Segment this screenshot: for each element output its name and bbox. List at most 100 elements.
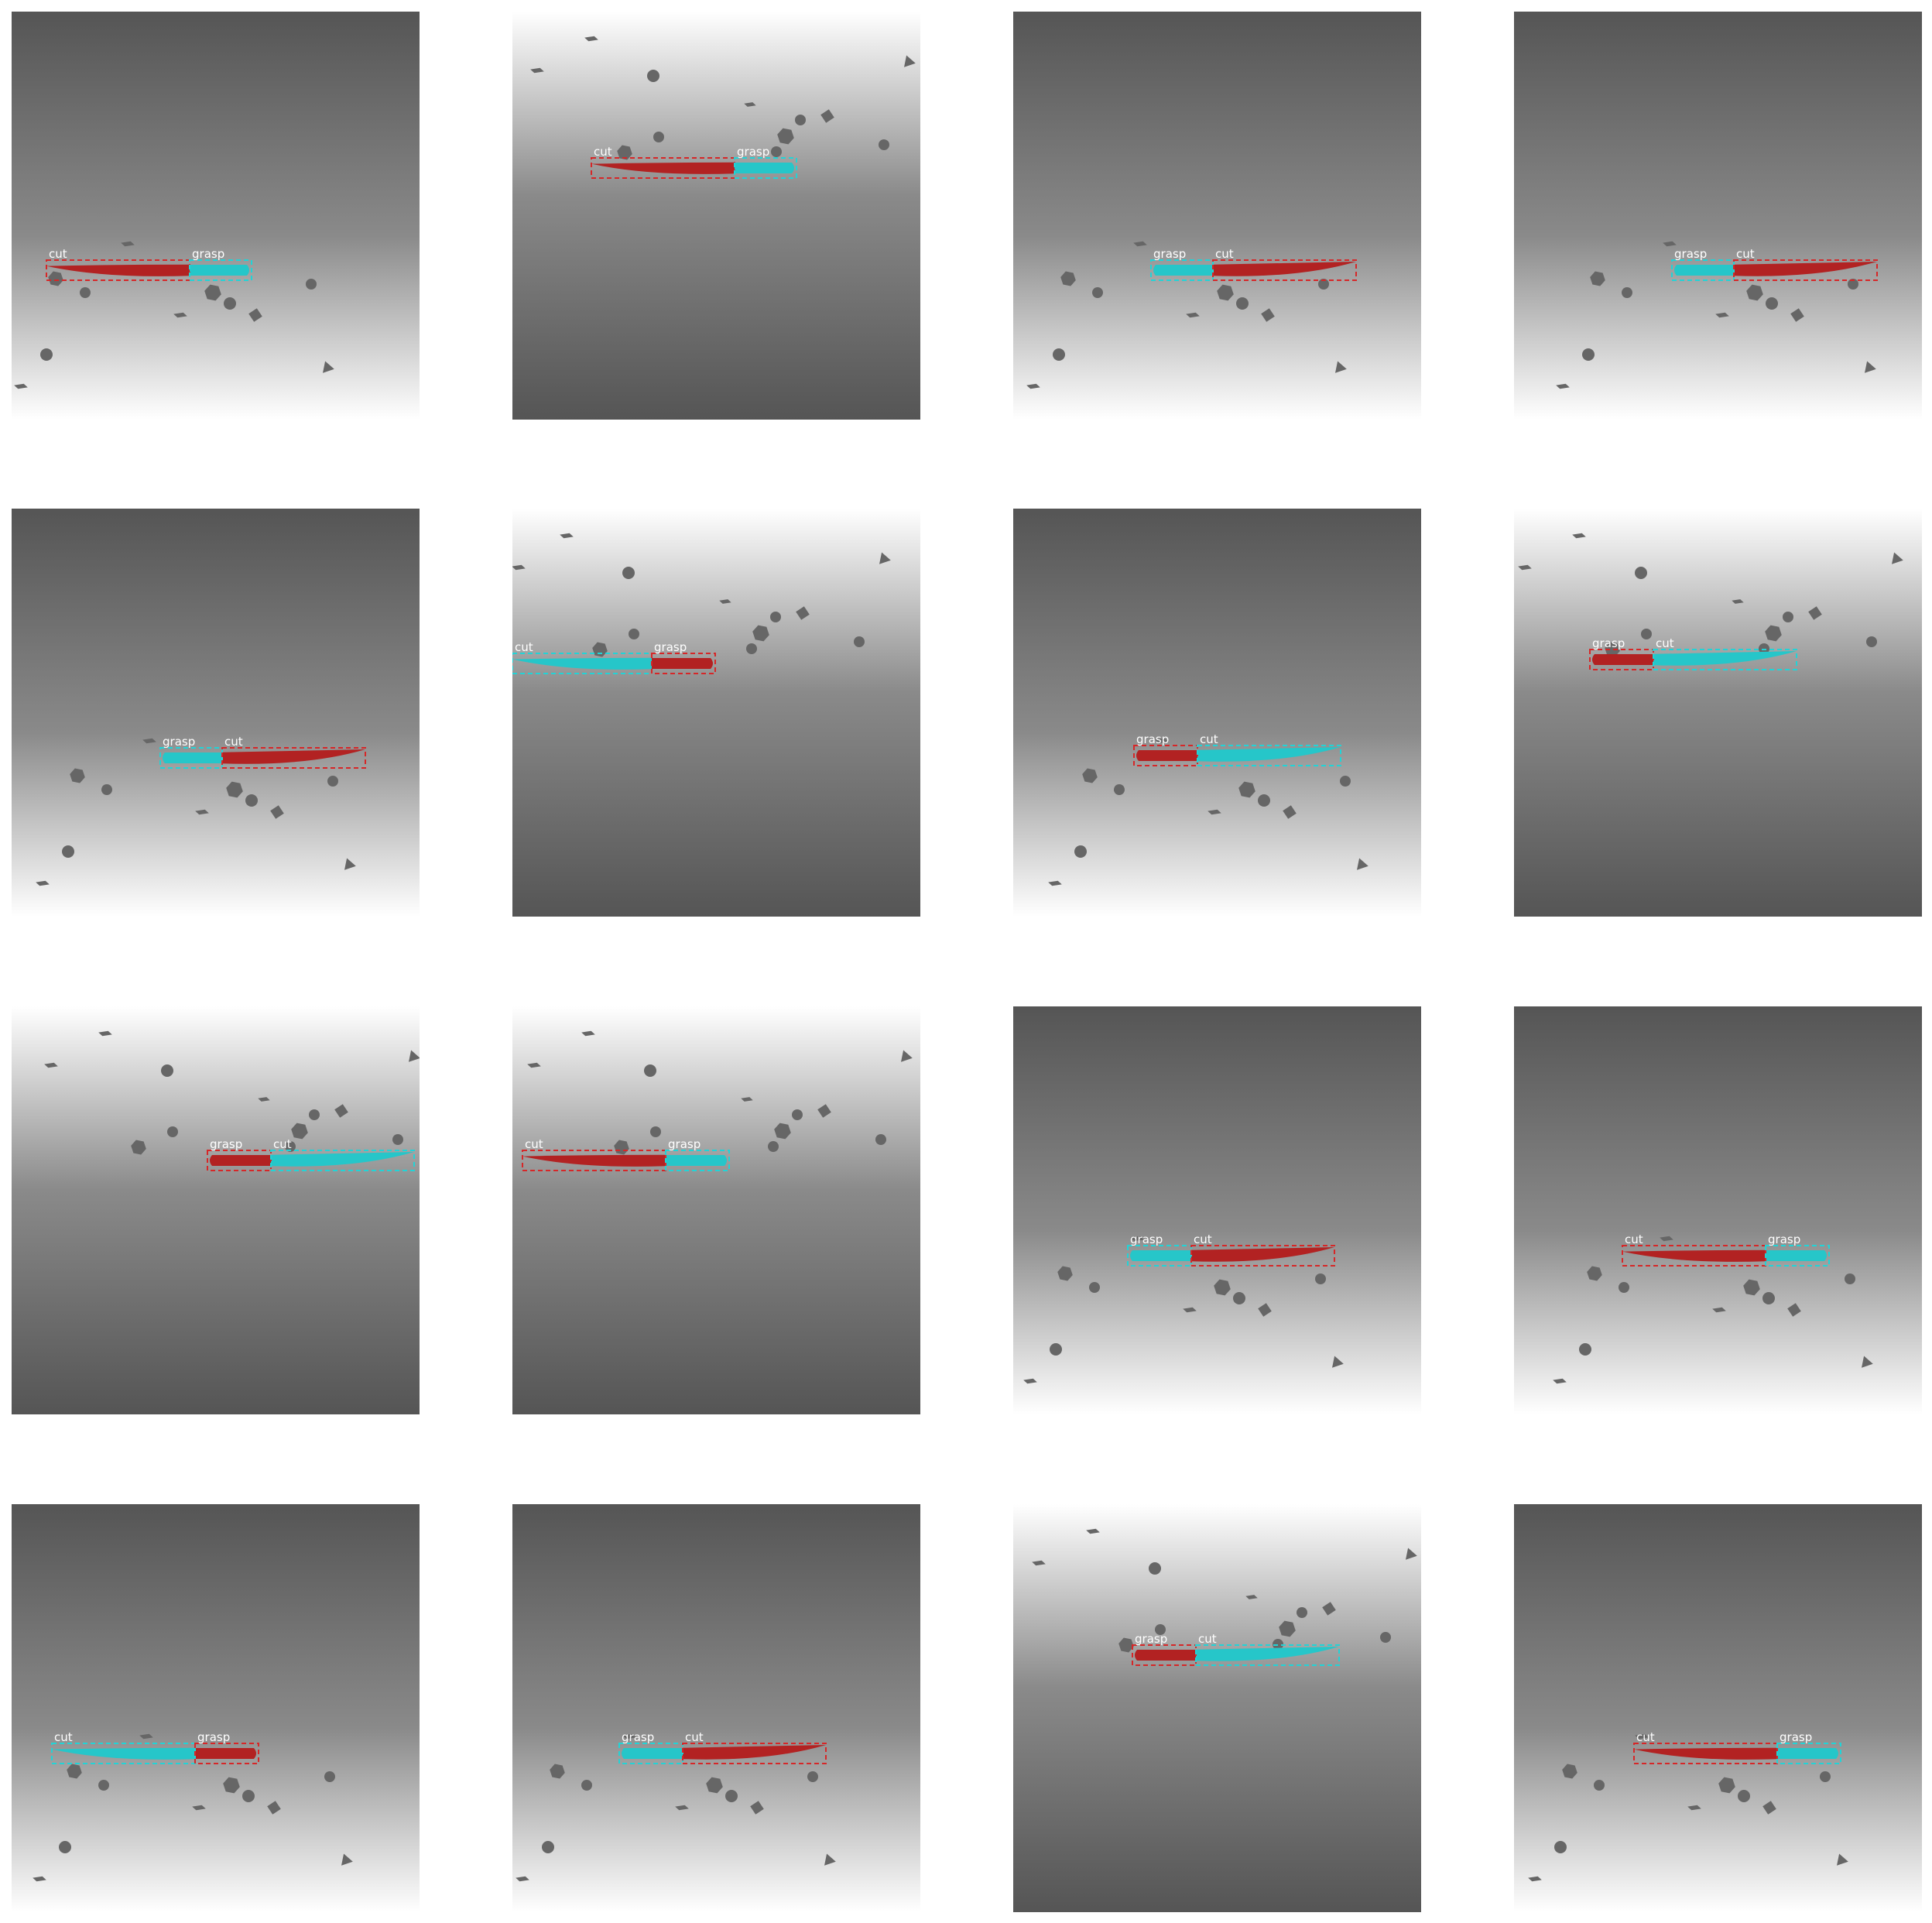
distractor-shape [1765, 625, 1782, 642]
distractor-shape [101, 784, 112, 795]
distractor-shape [1743, 1279, 1760, 1296]
distractor-shape [1258, 794, 1270, 807]
distractor-shape [1133, 241, 1147, 247]
grasp-mask [666, 1155, 727, 1166]
grasp-mask [1135, 1650, 1196, 1661]
cut-bbox [51, 1743, 196, 1764]
affordance-label: grasp [1135, 1632, 1167, 1646]
affordance-label: cut [49, 247, 67, 261]
scene-panel-10: cut grasp [512, 1006, 920, 1414]
scene-panel-16: cut grasp [1514, 1504, 1922, 1912]
distractor-shape [796, 606, 810, 620]
distractor-shape [1130, 1236, 1144, 1242]
distractor-shape [1590, 271, 1605, 286]
affordance-label: cut [1656, 636, 1674, 650]
affordance-label: grasp [1780, 1730, 1812, 1744]
distractor-shape [771, 146, 782, 157]
distractor-shape [1089, 1282, 1100, 1293]
cut-bbox [46, 259, 190, 281]
distractor-shape [904, 55, 916, 67]
distractor-shape [1118, 1637, 1134, 1653]
distractor-shape [1641, 629, 1652, 639]
affordance-label: grasp [668, 1137, 701, 1151]
distractor-shape [223, 1777, 240, 1794]
distractor-shape [142, 738, 156, 744]
distractor-shape [1587, 1266, 1602, 1281]
background-gradient [12, 509, 420, 917]
distractor-shape [1261, 308, 1275, 322]
scene-panel-6: cut grasp [512, 509, 920, 917]
scene-panel-12: cut grasp [1514, 1006, 1922, 1414]
distractor-shape [1023, 1378, 1037, 1384]
cut-mask [46, 264, 190, 276]
cut-mask [683, 1745, 826, 1760]
background-gradient [1514, 509, 1922, 917]
distractor-shape [334, 1104, 348, 1118]
distractor-shape [653, 132, 664, 142]
distractor-shape [1380, 1632, 1391, 1643]
distractor-shape [1026, 383, 1040, 389]
scene-image: cut grasp [512, 12, 920, 420]
distractor-shape [245, 794, 258, 807]
distractor-shape [258, 1097, 270, 1102]
scene-image: grasp cut [1013, 1504, 1421, 1912]
distractor-shape [530, 67, 544, 74]
scene-image: cut grasp [1514, 1504, 1922, 1912]
distractor-shape [744, 102, 756, 107]
grasp-mask [1766, 1250, 1827, 1261]
distractor-shape [774, 1123, 791, 1140]
background-gradient [1514, 12, 1922, 420]
cut-bbox [1190, 1245, 1335, 1267]
distractor-shape [1605, 642, 1620, 657]
affordance-label: cut [54, 1730, 73, 1744]
distractor-shape [560, 533, 574, 539]
affordance-label: grasp [654, 640, 687, 654]
affordance-label: grasp [197, 1730, 230, 1744]
distractor-shape [80, 287, 91, 298]
distractor-shape [1322, 1602, 1336, 1616]
scene-image: grasp cut [1013, 1006, 1421, 1414]
distractor-shape [1582, 348, 1595, 361]
distractor-shape [1660, 1236, 1673, 1242]
distractor-shape [750, 1801, 764, 1815]
distractor-shape [248, 308, 262, 322]
distractor-shape [581, 1030, 595, 1037]
distractor-shape [768, 1141, 779, 1152]
affordance-label: cut [594, 145, 612, 159]
distractor-shape [67, 1764, 82, 1779]
background-gradient [512, 1504, 920, 1912]
distractor-shape [98, 1780, 109, 1791]
distractor-shape [675, 1805, 689, 1811]
distractor-shape [1155, 738, 1169, 744]
cut-mask [1653, 651, 1797, 666]
distractor-shape [1245, 1595, 1258, 1599]
affordance-label: cut [525, 1137, 543, 1151]
distractor-shape [1579, 1343, 1591, 1356]
scene-image: grasp cut [12, 509, 420, 917]
distractor-shape [1635, 1733, 1649, 1740]
distractor-shape [752, 625, 769, 642]
grasp-bbox [189, 259, 252, 281]
distractor-shape [1236, 297, 1249, 310]
scene-panel-13: cut grasp [12, 1504, 420, 1912]
distractor-shape [824, 1853, 836, 1866]
distractor-shape [1233, 1292, 1245, 1304]
background-gradient [512, 12, 920, 420]
distractor-shape [817, 1104, 831, 1118]
grasp-bbox [1776, 1743, 1841, 1764]
distractor-shape [1082, 768, 1098, 783]
background-gradient [1514, 1504, 1922, 1912]
affordance-label: cut [273, 1137, 292, 1151]
distractor-shape [121, 241, 135, 247]
cut-bbox [1197, 745, 1341, 766]
cut-mask [1191, 1247, 1334, 1262]
distractor-shape [1619, 1282, 1629, 1293]
distractor-shape [1762, 1292, 1775, 1304]
distractor-shape [622, 567, 635, 579]
distractor-shape [1732, 599, 1744, 604]
distractor-shape [1554, 1841, 1567, 1853]
cut-bbox [1212, 259, 1357, 281]
scene-image: cut grasp [12, 1504, 420, 1912]
distractor-shape [161, 1064, 173, 1077]
distractor-shape [1217, 284, 1234, 301]
